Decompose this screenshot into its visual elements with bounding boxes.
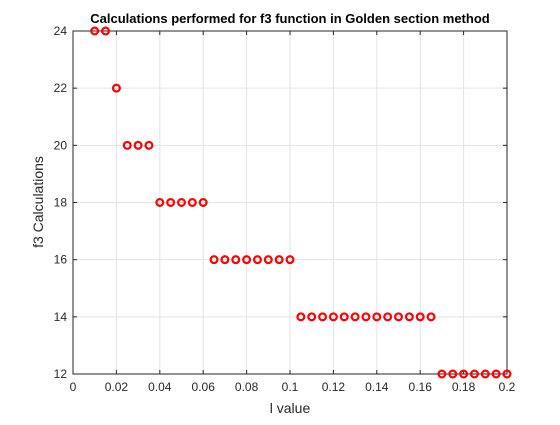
- data-point-marker: [491, 369, 501, 379]
- y-tick-label: 12: [54, 367, 68, 381]
- data-point-marker: [274, 255, 284, 265]
- y-tick-label: 14: [54, 310, 68, 324]
- data-point-marker: [372, 312, 382, 322]
- data-point-marker: [122, 140, 132, 150]
- data-point-marker: [459, 369, 469, 379]
- x-tick-label: 0.2: [499, 380, 516, 394]
- x-tick-label: 0.16: [409, 380, 433, 394]
- data-point-marker: [480, 369, 490, 379]
- data-point-marker: [133, 140, 143, 150]
- x-tick-label: 0.1: [282, 380, 299, 394]
- data-point-marker: [166, 198, 176, 208]
- y-tick-label: 18: [54, 196, 68, 210]
- data-point-marker: [198, 198, 208, 208]
- data-point-marker: [426, 312, 436, 322]
- data-point-marker: [144, 140, 154, 150]
- data-point-marker: [231, 255, 241, 265]
- y-axis-label: f3 Calculations: [30, 156, 46, 248]
- data-point-marker: [383, 312, 393, 322]
- x-tick-label: 0.02: [105, 380, 129, 394]
- data-point-marker: [155, 198, 165, 208]
- data-point-marker: [502, 369, 512, 379]
- data-point-marker: [187, 198, 197, 208]
- x-tick-label: 0.08: [235, 380, 259, 394]
- data-point-marker: [328, 312, 338, 322]
- data-point-marker: [209, 255, 219, 265]
- data-point-marker: [437, 369, 447, 379]
- data-point-marker: [111, 83, 121, 93]
- data-point-marker: [318, 312, 328, 322]
- y-tick-label: 22: [54, 81, 68, 95]
- data-point-marker: [220, 255, 230, 265]
- data-point-marker: [448, 369, 458, 379]
- y-tick-label: 16: [54, 253, 68, 267]
- data-point-marker: [90, 26, 100, 36]
- data-point-marker: [394, 312, 404, 322]
- data-point-marker: [339, 312, 349, 322]
- data-point-marker: [404, 312, 414, 322]
- x-tick-label: 0.12: [322, 380, 346, 394]
- data-point-marker: [242, 255, 252, 265]
- data-point-marker: [307, 312, 317, 322]
- data-point-marker: [469, 369, 479, 379]
- data-points: [90, 26, 512, 379]
- x-tick-label: 0.18: [452, 380, 476, 394]
- axis-ticks: 0 0.02 0.04 0.06 0.08 0.1 0.12 0.14 0.16 0.18 0.2 1…: [54, 24, 516, 394]
- data-point-marker: [252, 255, 262, 265]
- y-tick-label: 24: [54, 24, 68, 38]
- x-tick-label: 0.04: [148, 380, 172, 394]
- data-point-marker: [263, 255, 273, 265]
- data-point-marker: [296, 312, 306, 322]
- data-point-marker: [101, 26, 111, 36]
- x-tick-label: 0.14: [365, 380, 389, 394]
- data-point-marker: [361, 312, 371, 322]
- x-axis-label: l value: [270, 400, 311, 416]
- x-tick-label: 0: [70, 380, 77, 394]
- y-tick-label: 20: [54, 138, 68, 152]
- chart-title: Calculations performed for f3 function i…: [90, 11, 489, 26]
- data-point-marker: [415, 312, 425, 322]
- x-tick-label: 0.06: [192, 380, 216, 394]
- data-point-marker: [177, 198, 187, 208]
- data-point-marker: [350, 312, 360, 322]
- data-point-marker: [285, 255, 295, 265]
